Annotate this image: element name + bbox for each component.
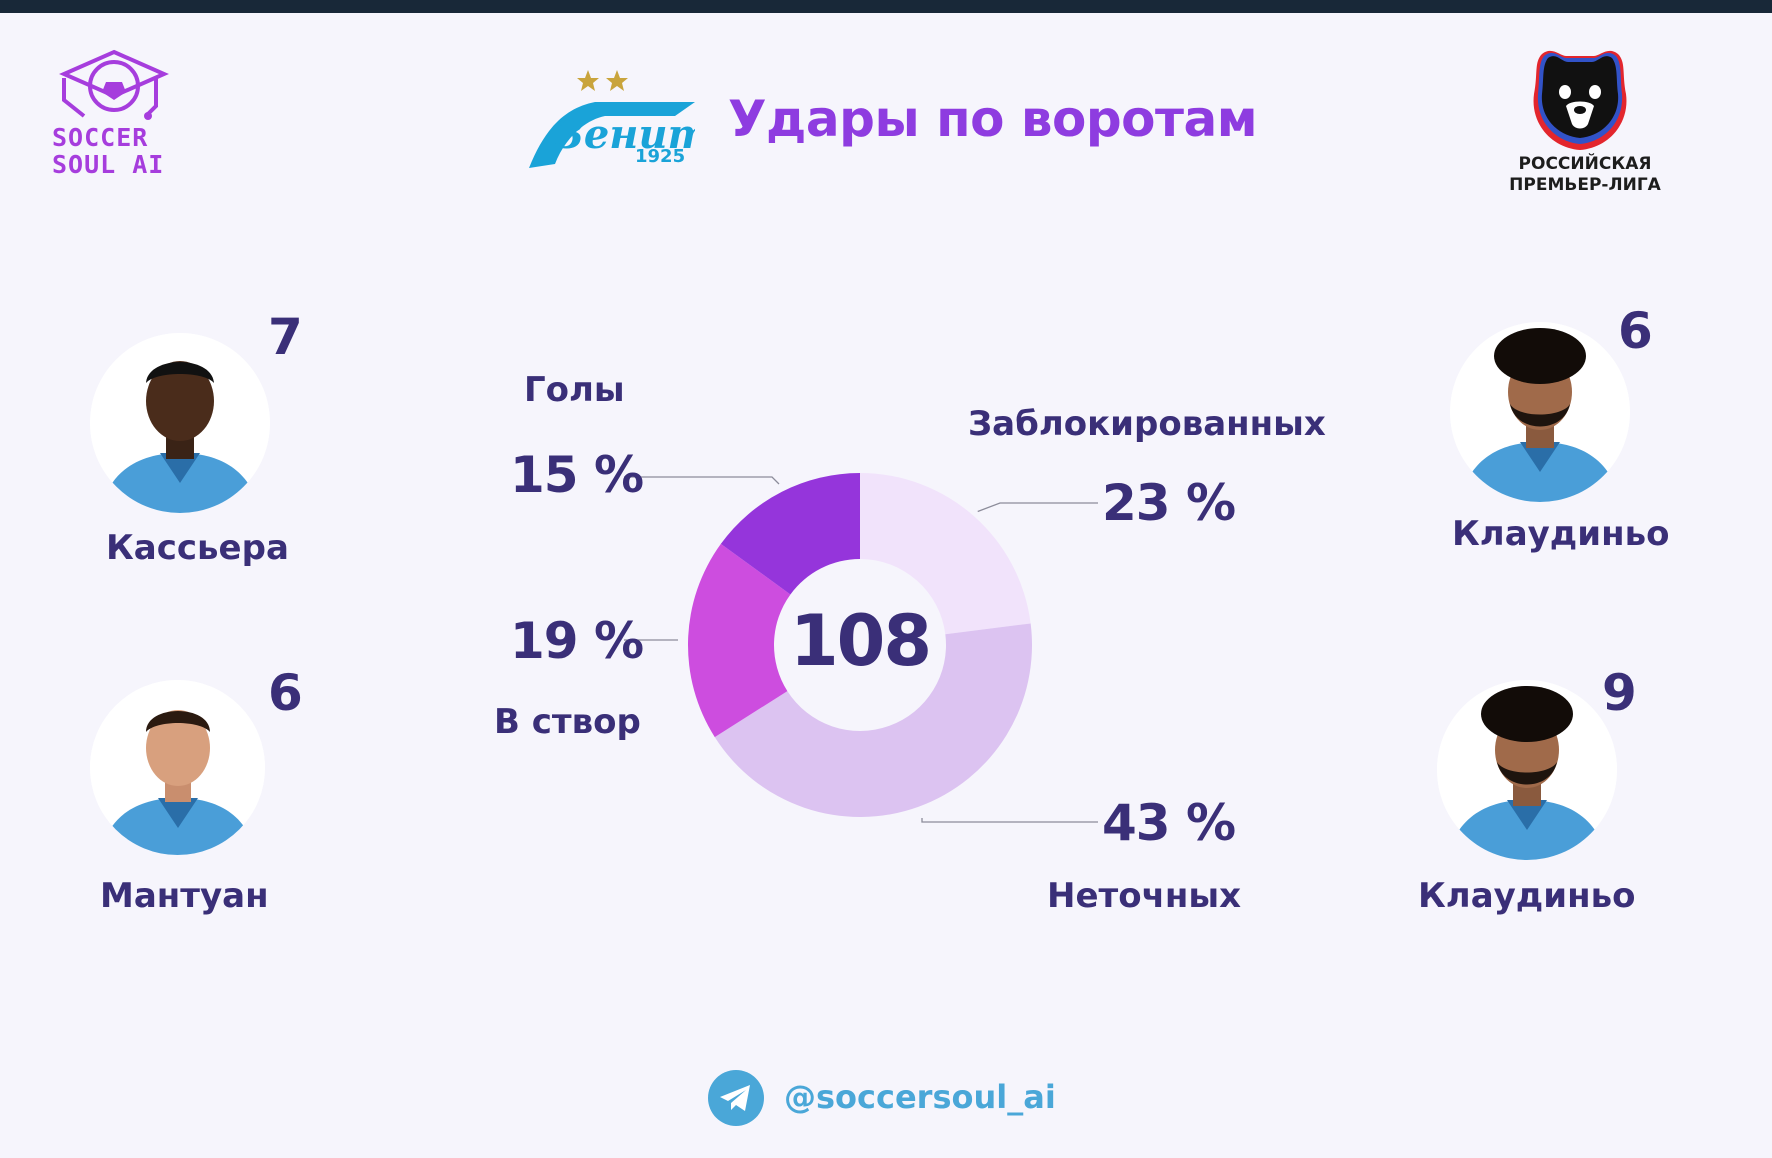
player-value-claudinho-2: 9 bbox=[1602, 664, 1637, 722]
slice-label-blocked: 23 % bbox=[1102, 474, 1236, 532]
leader-line-inaccurate bbox=[921, 818, 1098, 823]
telegram-handle-link[interactable]: @soccersoul_ai bbox=[784, 1078, 1056, 1116]
player-value-kassiera: 7 bbox=[268, 308, 303, 366]
player-name-claudinho-1: Клаудиньо bbox=[1452, 514, 1670, 554]
leader-line-goals bbox=[624, 476, 780, 485]
player-photo-mantuan bbox=[90, 680, 265, 855]
top-bar bbox=[0, 0, 1772, 13]
player-name-mantuan: Мантуан bbox=[100, 876, 269, 916]
player-name-claudinho-2: Клаудиньо bbox=[1418, 876, 1636, 916]
slice-goals bbox=[720, 473, 860, 595]
page-title: Удары по воротам bbox=[728, 90, 1258, 148]
player-value-mantuan: 6 bbox=[268, 664, 303, 722]
player-photo-kassiera bbox=[90, 333, 270, 513]
player-name-kassiera: Кассьера bbox=[106, 528, 289, 568]
soccer-soul-logo-icon bbox=[59, 49, 169, 120]
player-photo-claudinho-1 bbox=[1450, 322, 1630, 502]
leader-line-blocked bbox=[977, 502, 1098, 513]
svg-text:Зенит: Зенит bbox=[555, 111, 695, 158]
soccer-soul-logo-text: SOCCER SOUL AI bbox=[52, 123, 165, 179]
slice-label-inaccurate: 43 % bbox=[1102, 794, 1236, 852]
rpl-bear-logo-icon bbox=[1533, 50, 1627, 150]
player-value-claudinho-1: 6 bbox=[1618, 302, 1653, 360]
slice-label-goals: 15 % bbox=[510, 446, 644, 504]
slice-category-goals: Голы bbox=[524, 370, 625, 410]
slice-label-on-target: 19 % bbox=[510, 612, 644, 670]
telegram-icon[interactable] bbox=[708, 1070, 764, 1126]
slice-category-inaccurate: Неточных bbox=[1047, 876, 1242, 916]
svg-text:1925: 1925 bbox=[635, 146, 685, 167]
slice-category-on-target: В створ bbox=[494, 702, 641, 742]
chart-total: 108 bbox=[789, 600, 932, 682]
league-logo-text: РОССИЙСКАЯ ПРЕМЬЕР-ЛИГА bbox=[1509, 154, 1661, 195]
player-photo-claudinho-2 bbox=[1437, 680, 1617, 860]
slice-category-blocked: Заблокированных bbox=[968, 404, 1326, 444]
zenit-logo-icon: Зенит 1925 bbox=[529, 70, 695, 168]
